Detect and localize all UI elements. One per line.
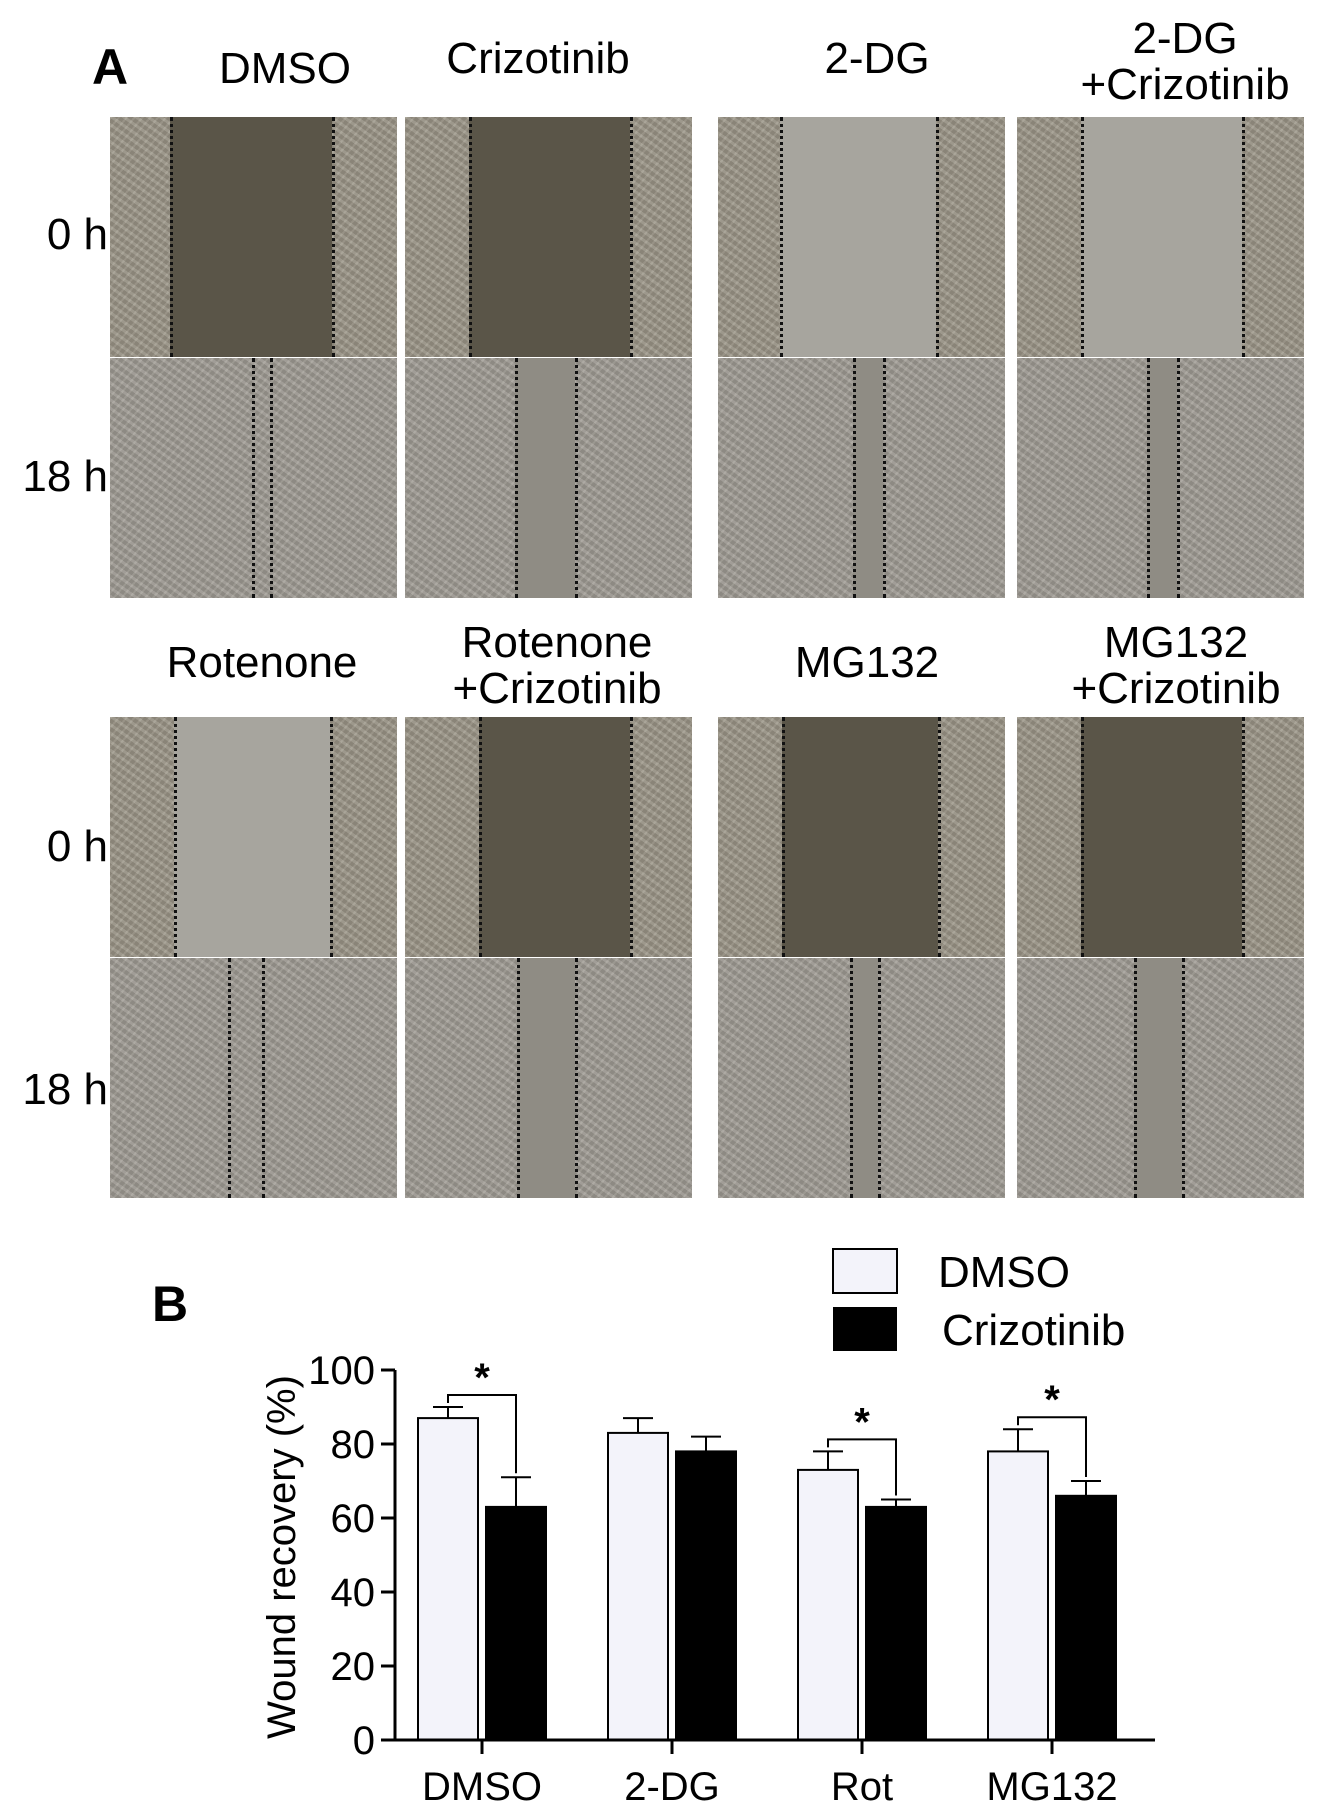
bar <box>417 1417 479 1741</box>
bar <box>1055 1494 1117 1741</box>
column-label-rotenone: Rotenone <box>166 638 358 687</box>
row-label-18h: 18 h <box>22 452 108 501</box>
micrograph-image <box>1017 117 1304 357</box>
wound-recovery-bar-chart: DMSO Crizotinib Wound recovery (%) 0 20 40… <box>260 1248 1155 1809</box>
column-label-rotenone-crizotinib: Rotenone +Crizotinib <box>412 620 702 712</box>
row-label-0h: 0 h <box>46 210 108 259</box>
panel-a-letter: A <box>92 39 129 95</box>
y-tick-label: 80 <box>331 1423 376 1467</box>
significance-bracket <box>1017 1416 1087 1477</box>
micrograph-image <box>718 958 1005 1198</box>
legend-swatch-crizotinib <box>833 1307 897 1351</box>
micrograph-image <box>405 717 692 957</box>
micrograph-image <box>110 358 397 598</box>
column-label-2dg: 2-DG <box>824 34 930 83</box>
bar <box>607 1431 669 1741</box>
micrograph-image <box>405 117 692 357</box>
micrograph-image <box>718 358 1005 598</box>
x-tick-label: DMSO <box>422 1765 542 1809</box>
y-axis: 0 20 40 60 80 100 <box>308 1349 397 1763</box>
row-label-18h: 18 h <box>22 1065 108 1114</box>
column-label-mg132: MG132 <box>794 638 940 687</box>
significance-star: * <box>854 1400 870 1444</box>
significance-star: * <box>1044 1378 1060 1422</box>
bar <box>797 1468 859 1741</box>
bar <box>865 1505 927 1741</box>
micrograph-image <box>405 958 692 1198</box>
micrograph-image <box>1017 958 1304 1198</box>
column-label-line: 2-DG <box>1132 14 1238 63</box>
micrograph-image <box>718 117 1005 357</box>
bar <box>987 1450 1049 1741</box>
column-label-line: +Crizotinib <box>1080 60 1290 109</box>
row-label-0h: 0 h <box>46 822 108 871</box>
x-tick-label: Rot <box>831 1765 893 1809</box>
x-tick-label: MG132 <box>986 1765 1117 1809</box>
micrograph-image <box>718 717 1005 957</box>
micrograph-image <box>110 958 397 1198</box>
micrograph-image <box>1017 358 1304 598</box>
panel-b-letter: B <box>152 1276 189 1332</box>
y-tick-label: 100 <box>308 1349 375 1393</box>
column-label-mg132-crizotinib: MG132 +Crizotinib <box>1031 620 1321 712</box>
column-label-line: +Crizotinib <box>1071 664 1281 713</box>
y-tick-label: 20 <box>331 1645 376 1689</box>
bars <box>417 1406 1117 1741</box>
micrograph-image <box>110 717 397 957</box>
column-label-line: +Crizotinib <box>452 664 662 713</box>
significance-bracket <box>447 1394 517 1474</box>
column-label-line: MG132 <box>1103 618 1249 667</box>
micrograph-image <box>405 358 692 598</box>
y-tick-label: 40 <box>331 1571 376 1615</box>
significance-bracket <box>827 1438 897 1496</box>
bar <box>485 1505 547 1741</box>
legend: DMSO Crizotinib <box>832 1248 1125 1355</box>
y-tick-label: 60 <box>331 1497 376 1541</box>
y-axis-label: Wound recovery (%) <box>260 1375 304 1739</box>
column-label-2dg-crizotinib: 2-DG +Crizotinib <box>1040 16 1323 108</box>
x-axis: DMSO 2-DG Rot MG132 <box>395 1738 1155 1809</box>
significance-star: * <box>474 1356 490 1400</box>
column-label-line: Rotenone <box>461 618 653 667</box>
legend-label-dmso: DMSO <box>938 1248 1070 1297</box>
bar <box>675 1450 737 1741</box>
y-tick-label: 0 <box>353 1719 375 1763</box>
column-label-crizotinib: Crizotinib <box>446 34 630 83</box>
x-tick-label: 2-DG <box>624 1765 720 1809</box>
significance-markers: * * * <box>447 1356 1087 1496</box>
legend-swatch-dmso <box>832 1248 898 1294</box>
micrograph-image <box>1017 717 1304 957</box>
micrograph-image <box>110 117 397 357</box>
legend-label-crizotinib: Crizotinib <box>942 1306 1125 1355</box>
column-label-dmso: DMSO <box>219 44 351 93</box>
